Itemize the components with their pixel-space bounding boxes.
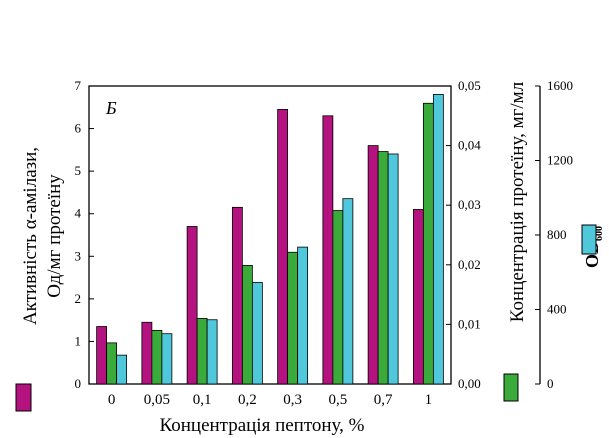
y-right1-title: Концентрація протеїну, мг/мл [507,81,528,322]
x-axis-title: Концентрація пептону, % [160,415,365,436]
bar-left [322,115,334,385]
y-left-tick-label: 4 [75,206,82,221]
y-left-tick-label: 0 [75,376,82,391]
y-right2-tick-label: 400 [547,302,567,317]
ticks-layer: 0 1 2 3 4 5 6 7 0,00 0,01 0,02 0,03 0,04 0,05 0 400 800 1… [75,78,574,408]
bar-right2 [387,153,399,385]
x-tick-label: 0,3 [283,392,302,408]
bar-left [367,145,379,385]
bar-right1 [287,251,299,385]
legend-swatch-od600 [581,224,597,255]
bar-right1 [106,342,118,385]
bar-left [231,206,243,385]
y-right2-tick-label: 0 [547,376,554,391]
bar-left [186,226,198,385]
y-left-tick-label: 1 [75,333,82,348]
y-right1-tick-label: 0,00 [458,376,481,391]
y-right2-tick-label: 800 [547,227,567,242]
bar-right1 [332,210,344,385]
bar-right2 [251,282,263,385]
bar-right2 [432,93,444,385]
bar-right1 [377,151,389,385]
y-left-tick-label: 6 [75,121,82,136]
y-left-title-line1: Активність α-амілази, [20,147,41,325]
plot-frame [88,85,452,385]
panel-label: Б [105,98,117,118]
legend-swatch-protein [503,373,519,402]
bar-left [96,326,108,385]
y-left-tick-label: 5 [75,163,82,178]
x-tick-label: 0,1 [193,392,212,408]
bar-right2 [116,354,128,385]
x-tick-label: 0,2 [238,392,257,408]
y-right2-tick-label: 1600 [547,78,573,93]
x-tick-label: 0,05 [144,392,170,408]
bar-right1 [241,264,253,385]
bar-right2 [297,246,309,385]
y-right1-tick-label: 0,03 [458,197,481,212]
bar-left [141,321,153,385]
bar-right2 [342,198,354,385]
y-right1-tick-label: 0,02 [458,257,481,272]
y-right1-tick-label: 0,01 [458,316,481,331]
x-tick-label: 1 [425,392,433,408]
y-right2-tick-label: 1200 [547,153,573,168]
bar-right1 [422,102,434,385]
y-right1-tick-label: 0,04 [458,138,481,153]
y-right1-tick-label: 0,05 [458,78,481,93]
bar-right2 [161,333,173,385]
x-tick-label: 0 [108,392,116,408]
bar-right2 [206,319,218,385]
y-right2-title-sub: 600 [594,226,605,241]
bar-right1 [196,318,208,385]
bars-layer [96,93,444,385]
x-tick-label: 0,7 [374,392,393,408]
y-left-title-line2: Од/мг протеїну [44,174,65,298]
x-tick-label: 0,5 [329,392,348,408]
bar-left [412,209,424,385]
y-left-tick-label: 7 [75,78,82,93]
bar-right1 [151,329,163,385]
bar-left [277,109,289,385]
legend-swatch-activity [15,383,32,412]
y-left-tick-label: 2 [75,291,82,306]
y-left-tick-label: 3 [75,248,82,263]
